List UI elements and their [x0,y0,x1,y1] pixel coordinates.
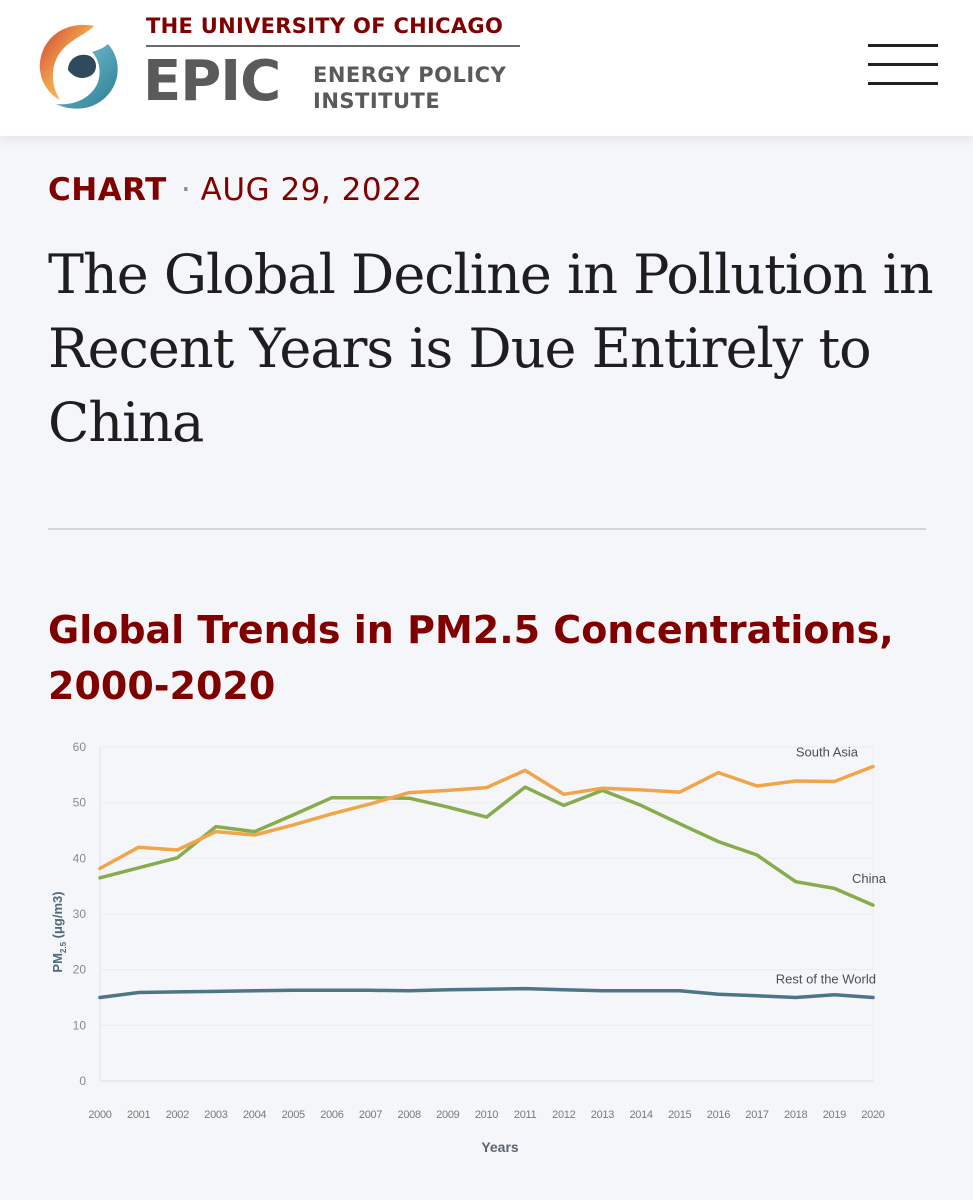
y-tick-label: 60 [73,740,87,754]
epic-swirl-logo-icon[interactable] [34,18,124,112]
section-divider [48,528,926,530]
x-tick-label: 2003 [204,1109,227,1121]
meta-separator: · [180,172,191,208]
x-tick-label: 2008 [398,1109,421,1121]
x-tick-label: 2019 [823,1109,846,1121]
epic-wordmark[interactable]: EPIC [143,49,281,114]
article-meta: CHART · AUG 29, 2022 [48,172,423,208]
x-tick-label: 2016 [707,1109,730,1121]
x-tick-label: 2018 [784,1109,807,1121]
x-tick-label: 2010 [475,1109,498,1121]
epic-subtitle-line1: ENERGY POLICY [313,63,507,87]
y-axis-title: PM2.5 (μg/m3) [50,891,68,972]
x-tick-label: 2013 [591,1109,614,1121]
x-tick-label: 2011 [514,1109,537,1121]
header-rule [146,45,520,47]
x-axis-title: Years [481,1139,519,1155]
epic-subtitle: ENERGY POLICY INSTITUTE [313,62,506,114]
y-axis-title-subscript: 2.5 [59,941,68,953]
menu-bar-top [868,44,938,47]
rest-of-world-series-line [98,986,875,1000]
pm25-line-chart: 0 10 20 30 40 50 60 2000 2001 2002 2003 2004 2005 200… [50,740,887,1155]
x-tick-label: 2009 [436,1109,459,1121]
x-tick-label: 2015 [668,1109,691,1121]
x-tick-label: 2017 [745,1109,768,1121]
rest-of-world-series-label: Rest of the World [776,972,876,987]
x-tick-label: 2005 [282,1109,305,1121]
article-date: AUG 29, 2022 [200,172,423,208]
x-tick-label: 2001 [127,1109,150,1121]
y-axis-title-unit: (μg/m3) [50,891,65,942]
x-tick-label: 2002 [166,1109,189,1121]
article-headline: The Global Decline in Pollution in Recen… [48,243,934,454]
epic-subtitle-line2: INSTITUTE [313,89,441,113]
menu-bar-bottom [868,82,938,85]
hamburger-menu-icon[interactable] [868,44,938,86]
china-series-line [98,785,875,907]
y-axis-title-main: PM [50,953,65,973]
china-series-label: China [852,871,887,886]
chart-title: Global Trends in PM2.5 Concentrations, 2… [48,608,894,708]
y-tick-label: 0 [79,1074,86,1088]
x-tick-label: 2006 [320,1109,343,1121]
y-tick-label: 50 [73,796,87,810]
x-tick-label: 2014 [629,1109,652,1121]
article-category[interactable]: CHART [48,172,167,208]
x-tick-label: 2004 [243,1109,266,1121]
y-tick-label: 30 [73,907,87,921]
x-tick-label: 2000 [88,1109,111,1121]
y-tick-label: 40 [73,851,87,865]
site-header: THE UNIVERSITY OF CHICAGO EPIC ENERGY PO… [0,0,973,136]
x-tick-label: 2007 [359,1109,382,1121]
university-name[interactable]: THE UNIVERSITY OF CHICAGO [146,14,504,38]
south-asia-series-line [98,764,875,871]
x-tick-label: 2012 [552,1109,575,1121]
y-tick-label: 20 [73,963,87,977]
menu-bar-middle [868,63,938,66]
x-tick-label: 2020 [861,1109,884,1121]
south-asia-series-label: South Asia [796,744,859,759]
y-tick-label: 10 [73,1018,87,1032]
